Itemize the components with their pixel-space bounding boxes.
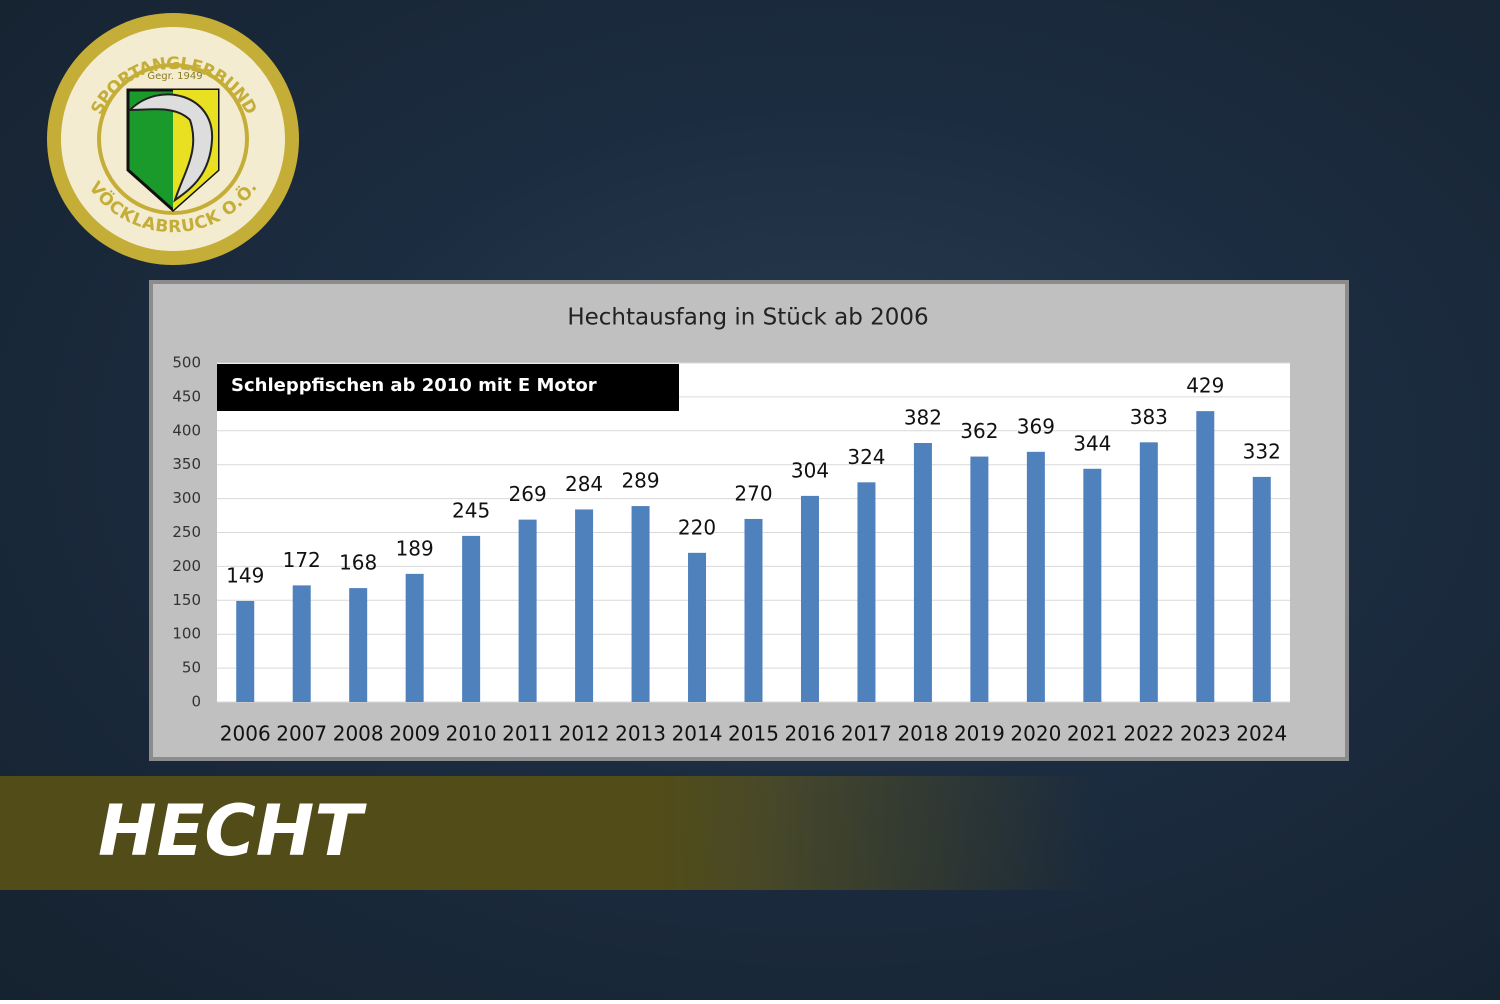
y-tick-label: 300 (172, 489, 201, 507)
y-tick-label: 50 (182, 659, 201, 677)
y-tick-label: 150 (172, 591, 201, 609)
x-tick-label: 2012 (559, 722, 610, 746)
x-tick-label: 2016 (785, 722, 836, 746)
y-tick-label: 350 (172, 455, 201, 473)
bar (1196, 411, 1215, 702)
x-tick-label: 2021 (1067, 722, 1118, 746)
value-label: 289 (621, 469, 659, 493)
bar (292, 585, 311, 702)
y-tick-label: 450 (172, 387, 201, 405)
value-label: 429 (1186, 374, 1224, 398)
bar (913, 443, 932, 702)
x-tick-label: 2023 (1180, 722, 1231, 746)
x-tick-label: 2019 (954, 722, 1005, 746)
logo-founded: Gegr. 1949 (147, 71, 202, 82)
value-label: 362 (960, 419, 998, 443)
y-tick-label: 0 (191, 693, 201, 711)
annotation-box (217, 364, 679, 411)
value-label: 220 (678, 515, 716, 539)
value-label: 284 (565, 472, 603, 496)
y-tick-label: 200 (172, 557, 201, 575)
y-tick-label: 100 (172, 625, 201, 643)
value-label: 149 (226, 563, 264, 587)
x-tick-label: 2006 (220, 722, 271, 746)
value-label: 324 (847, 445, 885, 469)
bar (744, 518, 763, 702)
chart-title: Hechtausfang in Stück ab 2006 (567, 305, 928, 331)
banner-title: HECHT (98, 790, 367, 872)
y-tick-label: 500 (172, 354, 201, 372)
bar (1026, 451, 1045, 702)
bar (405, 573, 424, 702)
x-tick-label: 2013 (615, 722, 666, 746)
bar (236, 600, 255, 702)
value-label: 245 (452, 498, 490, 522)
value-label: 189 (396, 536, 434, 560)
x-tick-label: 2011 (502, 722, 553, 746)
value-label: 304 (791, 458, 829, 482)
value-label: 270 (734, 481, 772, 505)
bar (688, 552, 707, 702)
value-label: 383 (1130, 405, 1168, 429)
logo-inner-ring (97, 63, 249, 215)
bar (349, 588, 368, 702)
bar (1139, 442, 1158, 702)
banner (0, 776, 1100, 890)
value-label: 369 (1017, 414, 1055, 438)
bar (970, 456, 989, 702)
x-tick-label: 2010 (446, 722, 497, 746)
bar (857, 482, 876, 702)
x-tick-label: 2017 (841, 722, 892, 746)
x-tick-label: 2014 (672, 722, 723, 746)
chart-layer: 0 50 100 150 200 250 300 350 400 450 500 2006 149 200… (172, 354, 1290, 746)
bar (800, 495, 819, 702)
bar (462, 535, 481, 702)
x-tick-label: 2015 (728, 722, 779, 746)
value-label: 172 (283, 548, 321, 572)
value-label: 168 (339, 551, 377, 575)
bar (1252, 476, 1271, 702)
bar (1083, 468, 1102, 702)
bar (631, 506, 650, 702)
x-tick-label: 2018 (897, 722, 948, 746)
x-tick-label: 2008 (333, 722, 384, 746)
x-tick-label: 2009 (389, 722, 440, 746)
annotation: Schleppfischen ab 2010 mit E Motor (231, 375, 597, 396)
bar (518, 519, 537, 702)
x-tick-label: 2007 (276, 722, 327, 746)
logo: SPORTANGLERBUND Gegr. 1949 VÖCKLABRUCK O… (47, 13, 299, 265)
value-label: 344 (1073, 431, 1111, 455)
value-label: 269 (509, 482, 547, 506)
x-tick-label: 2024 (1236, 722, 1287, 746)
value-label: 382 (904, 406, 942, 430)
x-tick-label: 2020 (1010, 722, 1061, 746)
value-label: 332 (1243, 439, 1281, 463)
y-tick-label: 400 (172, 421, 201, 439)
bar (575, 509, 594, 702)
y-tick-label: 250 (172, 523, 201, 541)
logo-fish (127, 93, 214, 203)
x-tick-label: 2022 (1123, 722, 1174, 746)
